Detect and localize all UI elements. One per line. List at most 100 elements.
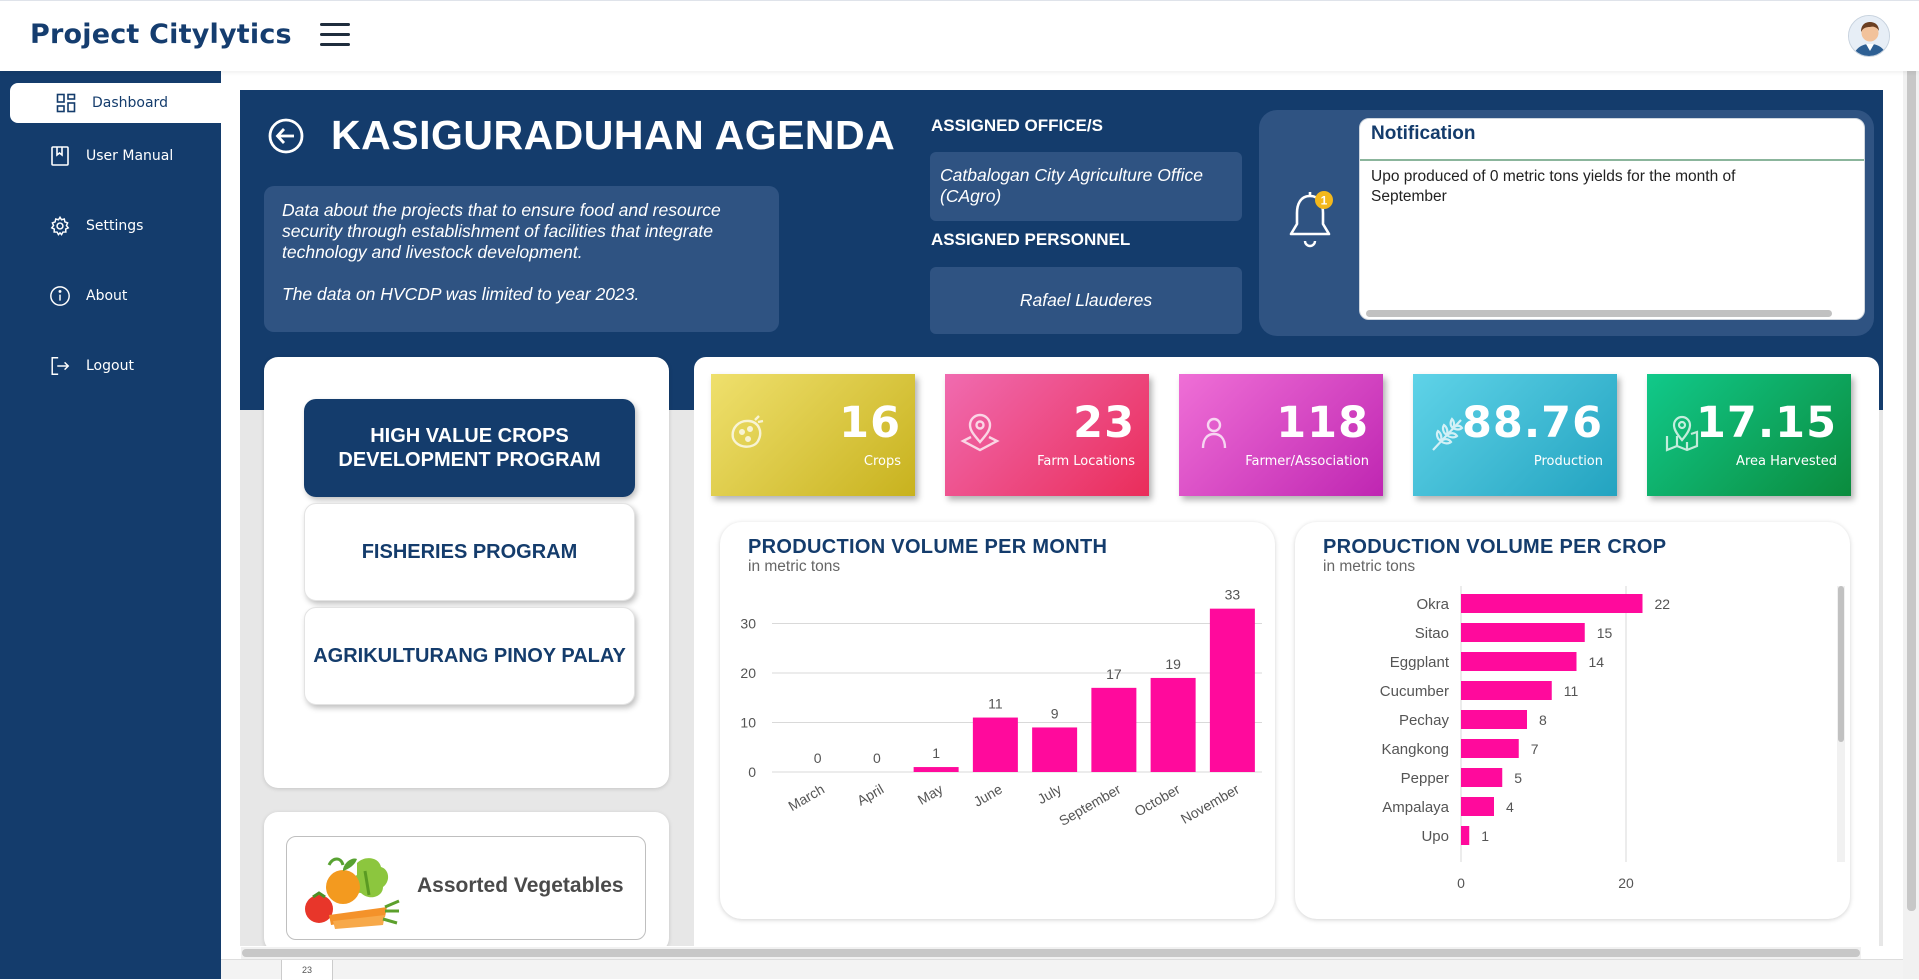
category-label: Eggplant	[1390, 654, 1450, 671]
stat-value: 16	[839, 398, 901, 448]
scrollbar-thumb[interactable]	[242, 949, 1860, 957]
assigned-office-heading: ASSIGNED OFFICE/S	[931, 116, 1103, 135]
hamburger-menu-icon[interactable]	[320, 23, 350, 47]
agenda-header: KASIGURADUHAN AGENDA Data about the proj…	[240, 90, 1883, 410]
notification-panel: 1 Notification Upo produced of 0 metric …	[1259, 110, 1874, 336]
program-fisheries-button[interactable]: FISHERIES PROGRAM	[304, 503, 635, 601]
data-label: 11	[1564, 683, 1579, 699]
book-icon	[48, 144, 72, 168]
stat-card-farmer-association[interactable]: 118 Farmer/Association	[1179, 374, 1383, 496]
notification-badge: 1	[1321, 194, 1328, 208]
bar	[913, 767, 959, 772]
bar	[1461, 652, 1577, 671]
data-label: 14	[1589, 654, 1605, 670]
chart-title: PRODUCTION VOLUME PER CROP	[1323, 536, 1667, 558]
user-avatar[interactable]	[1848, 15, 1890, 57]
x-tick-label: October	[1131, 781, 1182, 820]
y-tick-label: 30	[740, 616, 756, 632]
footer-tab[interactable]: 23	[281, 960, 333, 980]
y-tick-label: 0	[748, 764, 756, 780]
dashboard-content: KASIGURADUHAN AGENDA Data about the proj…	[240, 90, 1883, 946]
x-tick-label: 20	[1618, 875, 1634, 891]
stat-card-production[interactable]: 88.76 Production	[1413, 374, 1617, 496]
category-label: Upo	[1421, 828, 1449, 845]
production-per-month-chart: PRODUCTION VOLUME PER MONTH in metric to…	[720, 522, 1275, 919]
vegetables-icon	[299, 845, 403, 933]
notification-message: Upo produced of 0 metric tons yields for…	[1371, 168, 1736, 205]
bar	[1461, 594, 1643, 613]
monthly-bar-svg: 0 10 20 30 0 March 0 April 1 May 11 June 9 July 17 Sept…	[740, 587, 1262, 829]
person-icon	[1193, 412, 1235, 454]
sidebar-item-label: About	[86, 288, 128, 304]
assigned-personnel-heading: ASSIGNED PERSONNEL	[931, 230, 1131, 249]
sidebar-item-user-manual[interactable]: User Manual	[10, 136, 221, 176]
stat-label: Farmer/Association	[1245, 454, 1369, 469]
page-title: KASIGURADUHAN AGENDA	[331, 112, 896, 158]
y-tick-label: 20	[740, 665, 756, 681]
category-label: Pechay	[1399, 712, 1450, 729]
stat-label: Farm Locations	[1037, 454, 1135, 469]
x-tick-label: March	[785, 781, 827, 814]
notification-title: Notification	[1371, 123, 1476, 144]
assigned-personnel-value: Rafael Llauderes	[930, 267, 1242, 334]
stat-card-crops[interactable]: 16 Crops	[711, 374, 915, 496]
bar	[1461, 739, 1519, 758]
map-pin-icon	[1661, 412, 1703, 454]
bell-icon[interactable]: 1	[1283, 188, 1337, 248]
category-label: Pepper	[1401, 770, 1449, 787]
sidebar-item-about[interactable]: About	[10, 276, 221, 316]
potato-icon	[725, 412, 767, 454]
bar	[1461, 623, 1585, 642]
program-palay-button[interactable]: AGRIKULTURANG PINOY PALAY	[304, 607, 635, 705]
data-label: 19	[1165, 656, 1181, 672]
gear-icon	[48, 214, 72, 238]
stat-value: 88.76	[1461, 398, 1603, 448]
program-hvcdp-button[interactable]: HIGH VALUE CROPS DEVELOPMENT PROGRAM	[304, 399, 635, 497]
sidebar-item-logout[interactable]: Logout	[10, 346, 221, 386]
data-label: 0	[873, 750, 881, 766]
crop-card-assorted-vegetables[interactable]: Assorted Vegetables	[286, 836, 646, 940]
crop-card-label: Assorted Vegetables	[417, 874, 624, 897]
chart-scrollbar-thumb	[1838, 586, 1844, 742]
notification-card: Notification Upo produced of 0 metric to…	[1359, 118, 1865, 320]
chart-subtitle: in metric tons	[1323, 558, 1416, 575]
info-icon	[48, 284, 72, 308]
stat-card-area-harvested[interactable]: 17.15 Area Harvested	[1647, 374, 1851, 496]
data-label: 4	[1506, 799, 1514, 815]
bar	[1091, 687, 1137, 772]
scrollbar-thumb[interactable]	[1907, 55, 1916, 911]
stat-value: 23	[1073, 398, 1135, 448]
x-tick-label: May	[915, 781, 946, 808]
y-tick-label: 10	[740, 715, 756, 731]
data-label: 1	[1481, 828, 1489, 844]
chart-subtitle: in metric tons	[748, 558, 841, 575]
x-tick-label: November	[1178, 781, 1242, 827]
assigned-office-value: Catbalogan City Agriculture Office (CAgr…	[930, 152, 1242, 221]
app-title: Project Citylytics	[30, 19, 292, 50]
stat-card-farm-locations[interactable]: 23 Farm Locations	[945, 374, 1149, 496]
production-per-crop-chart: PRODUCTION VOLUME PER CROP in metric ton…	[1295, 522, 1850, 919]
bar	[1461, 768, 1503, 787]
sidebar-item-dashboard[interactable]: Dashboard	[10, 83, 221, 123]
bar	[1461, 710, 1527, 729]
horizontal-scrollbar[interactable]	[241, 947, 1861, 959]
bar	[1461, 797, 1494, 816]
notification-divider	[1360, 159, 1864, 161]
bar	[1150, 677, 1196, 772]
data-label: 22	[1655, 596, 1671, 612]
logout-icon	[48, 354, 72, 378]
statistics-panel: 16 Crops 23 Farm Locations 118 Farmer/As…	[694, 357, 1879, 946]
data-label: 8	[1539, 712, 1547, 728]
data-label: 7	[1531, 741, 1539, 757]
sidebar-item-label: Settings	[86, 218, 144, 234]
sidebar: Dashboard User Manual Settings About Log…	[0, 71, 221, 979]
data-label: 1	[932, 745, 940, 761]
vertical-scrollbar[interactable]	[1903, 55, 1919, 979]
data-label: 9	[1051, 705, 1059, 721]
description-note: The data on HVCDP was limited to year 20…	[282, 284, 640, 304]
data-label: 17	[1106, 666, 1122, 682]
stat-label: Crops	[863, 454, 901, 469]
back-arrow-icon[interactable]	[268, 118, 304, 154]
sidebar-item-settings[interactable]: Settings	[10, 206, 221, 246]
notification-scrollbar[interactable]	[1366, 310, 1832, 317]
